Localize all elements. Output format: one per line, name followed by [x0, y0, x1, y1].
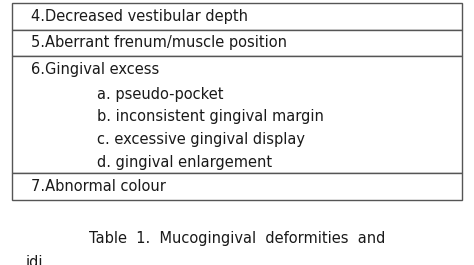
Bar: [12, 173, 462, 200]
Text: idi…………………………………………………………………………: idi…………………………………………………………………………: [25, 255, 449, 265]
Text: 4.Decreased vestibular depth: 4.Decreased vestibular depth: [31, 9, 248, 24]
Text: b. inconsistent gingival margin: b. inconsistent gingival margin: [97, 109, 324, 124]
Text: c. excessive gingival display: c. excessive gingival display: [97, 132, 305, 147]
Text: 7.Abnormal colour: 7.Abnormal colour: [31, 179, 166, 194]
Text: Table  1.  Mucogingival  deformities  and: Table 1. Mucogingival deformities and: [89, 231, 385, 245]
Bar: [12, 30, 462, 56]
Text: 6.Gingival excess: 6.Gingival excess: [31, 62, 159, 77]
Bar: [12, 3, 462, 30]
Text: 5.Aberrant frenum/muscle position: 5.Aberrant frenum/muscle position: [31, 36, 287, 50]
Text: a. pseudo-pocket: a. pseudo-pocket: [97, 87, 224, 102]
Text: d. gingival enlargement: d. gingival enlargement: [97, 154, 272, 170]
Bar: [12, 56, 462, 173]
